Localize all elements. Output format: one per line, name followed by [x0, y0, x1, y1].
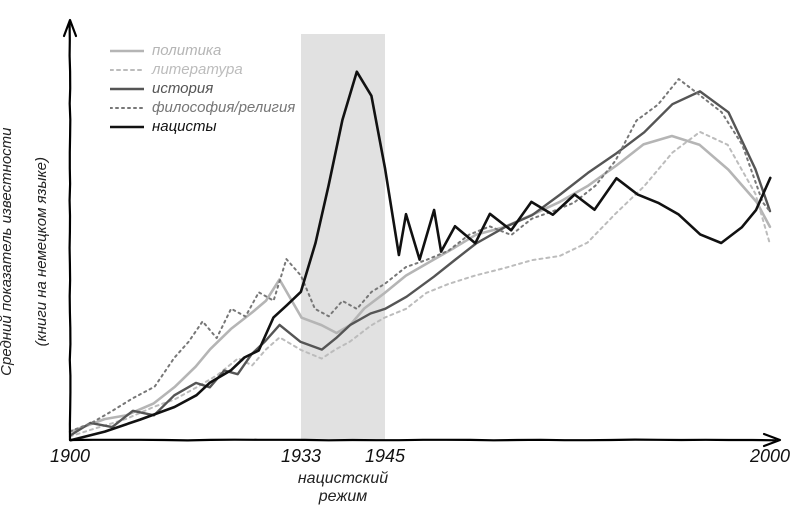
legend-swatch: [110, 45, 144, 57]
x-tick-label: 1945: [365, 446, 405, 467]
y-axis-label: Средний показатель известности (книги на…: [0, 127, 67, 392]
legend-label: литература: [152, 61, 243, 78]
legend-label: политика: [152, 42, 221, 59]
legend: политика литература история философия/религ…: [110, 42, 295, 137]
legend-swatch: [110, 121, 144, 133]
x-tick-label: 1900: [50, 446, 90, 467]
legend-label: история: [152, 80, 213, 97]
y-axis-label-line2: (книги на немецком языке): [33, 157, 50, 346]
regime-label: нацистский режим: [298, 470, 388, 505]
x-axis: [70, 440, 776, 441]
x-tick-label: 2000: [750, 446, 790, 467]
y-axis-label-line1: Средний показатель известности: [0, 127, 15, 375]
legend-label: нацисты: [152, 118, 217, 135]
regime-shade: [301, 34, 385, 440]
regime-label-line2: режим: [319, 488, 368, 505]
y-axis: [70, 24, 71, 440]
legend-swatch: [110, 83, 144, 95]
regime-label-line1: нацистский: [298, 470, 388, 487]
chart-container: Средний показатель известности (книги на…: [0, 0, 800, 521]
legend-item: политика: [110, 42, 295, 59]
legend-swatch: [110, 102, 144, 114]
legend-item: философия/религия: [110, 99, 295, 116]
legend-item: литература: [110, 61, 295, 78]
legend-swatch: [110, 64, 144, 76]
legend-item: история: [110, 80, 295, 97]
legend-label: философия/религия: [152, 99, 295, 116]
x-tick-label: 1933: [281, 446, 321, 467]
legend-item: нацисты: [110, 118, 295, 135]
